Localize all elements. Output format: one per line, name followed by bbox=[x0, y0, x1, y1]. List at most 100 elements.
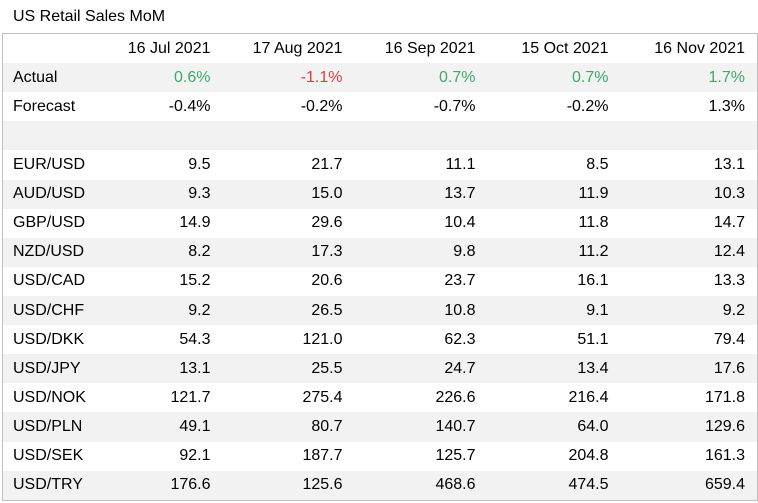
pair-value: 13.1 bbox=[713, 156, 745, 173]
spacer-cell bbox=[222, 121, 355, 151]
pair-value: 14.9 bbox=[179, 214, 211, 232]
pair-label: GBP/USD bbox=[13, 214, 86, 232]
pair-label: USD/SEK bbox=[13, 447, 84, 465]
pair-row: USD/JPY 13.1 25.5 24.7 13.4 17.6 bbox=[2, 354, 758, 384]
pair-value: 14.7 bbox=[713, 214, 745, 232]
pair-label: USD/CAD bbox=[13, 272, 86, 290]
pair-value: 10.4 bbox=[444, 214, 476, 232]
pair-value: 11.8 bbox=[578, 214, 609, 232]
pair-row: USD/PLN 49.1 80.7 140.7 64.0 129.6 bbox=[2, 412, 758, 442]
pair-value: 275.4 bbox=[302, 388, 343, 406]
spacer-cell bbox=[620, 121, 758, 151]
pair-value: 10.3 bbox=[620, 179, 758, 209]
pair-row: AUD/USD 9.3 15.0 13.7 11.9 10.3 bbox=[2, 179, 758, 209]
pair-value: 79.4 bbox=[713, 330, 745, 348]
pair-value: 9.2 bbox=[620, 296, 758, 326]
pair-label: USD/PLN bbox=[2, 412, 103, 442]
pair-value: 8.2 bbox=[102, 237, 223, 267]
pair-row: USD/DKK 54.3 121.0 62.3 51.1 79.4 bbox=[3, 325, 758, 354]
pair-value: 8.5 bbox=[586, 156, 609, 173]
pair-value: 468.6 bbox=[354, 470, 488, 501]
pair-label: NZD/USD bbox=[2, 237, 103, 267]
pair-value: 9.3 bbox=[102, 179, 223, 209]
header-corner bbox=[3, 34, 103, 64]
pair-label: USD/CHF bbox=[2, 296, 103, 326]
actual-value: 0.7% bbox=[487, 63, 621, 93]
actual-value: 1.7% bbox=[620, 63, 758, 93]
forecast-value: -0.7% bbox=[433, 97, 476, 115]
pair-value: 226.6 bbox=[435, 388, 476, 406]
pair-value: 54.3 bbox=[179, 330, 211, 348]
pair-value: 64.0 bbox=[487, 412, 621, 442]
pair-value: 176.6 bbox=[102, 470, 223, 501]
pair-value: 121.0 bbox=[302, 330, 343, 348]
pair-value: 140.7 bbox=[354, 412, 488, 442]
pair-value: 187.7 bbox=[302, 447, 343, 465]
actual-row: Actual 0.6% -1.1% 0.7% 0.7% 1.7% bbox=[2, 63, 758, 93]
pair-value: 10.8 bbox=[354, 296, 488, 326]
pair-value: 51.1 bbox=[577, 330, 609, 348]
actual-value: 0.7% bbox=[354, 63, 488, 93]
pair-value: 49.1 bbox=[102, 412, 223, 442]
pair-value: 13.3 bbox=[713, 272, 745, 290]
pair-value: 9.8 bbox=[354, 237, 488, 267]
pair-label: USD/TRY bbox=[2, 470, 103, 501]
pair-row: USD/CHF 9.2 26.5 10.8 9.1 9.2 bbox=[2, 296, 758, 326]
row-label: Actual bbox=[2, 63, 103, 93]
pair-value: 12.4 bbox=[620, 237, 758, 267]
forecast-value: -0.2% bbox=[566, 97, 609, 115]
pair-value: 16.1 bbox=[577, 272, 609, 290]
pair-value: 13.1 bbox=[102, 354, 223, 384]
pair-value: 80.7 bbox=[222, 412, 355, 442]
pair-label: USD/DKK bbox=[13, 330, 85, 348]
spacer-cell bbox=[354, 121, 488, 151]
column-header: 15 Oct 2021 bbox=[521, 39, 609, 57]
pair-row: USD/CAD 15.2 20.6 23.7 16.1 13.3 bbox=[3, 267, 758, 296]
forecast-value: -0.2% bbox=[300, 97, 343, 115]
spacer-cell bbox=[2, 121, 103, 151]
pair-value: 161.3 bbox=[704, 447, 745, 465]
pair-value: 216.4 bbox=[568, 388, 609, 406]
pair-value: 92.1 bbox=[179, 447, 211, 465]
pair-value: 171.8 bbox=[704, 388, 745, 406]
pair-value: 17.6 bbox=[620, 354, 758, 384]
pair-value: 62.3 bbox=[444, 330, 476, 348]
pair-value: 26.5 bbox=[222, 296, 355, 326]
actual-value: -1.1% bbox=[222, 63, 355, 93]
pair-row: USD/NOK 121.7 275.4 226.6 216.4 171.8 bbox=[3, 383, 758, 412]
pair-value: 21.7 bbox=[311, 156, 343, 173]
pair-row: NZD/USD 8.2 17.3 9.8 11.2 12.4 bbox=[2, 237, 758, 267]
actual-value: 0.6% bbox=[102, 63, 223, 93]
column-header: 17 Aug 2021 bbox=[252, 39, 343, 57]
pair-value: 129.6 bbox=[620, 412, 758, 442]
forecast-value: -0.4% bbox=[168, 97, 211, 115]
pair-value: 11.1 bbox=[445, 156, 476, 173]
pair-value: 125.6 bbox=[222, 470, 355, 501]
spacer-cell bbox=[102, 121, 223, 151]
pair-value: 29.6 bbox=[311, 214, 343, 232]
pair-label: USD/JPY bbox=[2, 354, 103, 384]
pair-value: 659.4 bbox=[620, 470, 758, 501]
pair-label: AUD/USD bbox=[2, 179, 103, 209]
pair-value: 15.0 bbox=[222, 179, 355, 209]
pair-value: 17.3 bbox=[222, 237, 355, 267]
pair-value: 204.8 bbox=[568, 447, 609, 465]
pair-value: 9.2 bbox=[102, 296, 223, 326]
pair-value: 13.7 bbox=[354, 179, 488, 209]
pair-value: 9.1 bbox=[487, 296, 621, 326]
pair-value: 9.5 bbox=[188, 156, 211, 173]
row-label: Forecast bbox=[13, 97, 76, 115]
pair-row: USD/SEK 92.1 187.7 125.7 204.8 161.3 bbox=[3, 442, 758, 471]
table-title: US Retail Sales MoM bbox=[13, 8, 166, 25]
pair-value: 20.6 bbox=[311, 272, 343, 290]
pair-value: 474.5 bbox=[487, 470, 621, 501]
pair-value: 15.2 bbox=[179, 272, 211, 290]
pair-row: GBP/USD 14.9 29.6 10.4 11.8 14.7 bbox=[3, 209, 758, 238]
forecast-value: 1.3% bbox=[708, 97, 745, 115]
spacer-cell bbox=[487, 121, 621, 151]
column-header: 16 Jul 2021 bbox=[127, 39, 211, 57]
forecast-row: Forecast -0.4% -0.2% -0.7% -0.2% 1.3% bbox=[3, 92, 758, 121]
pair-value: 11.2 bbox=[487, 237, 621, 267]
pair-label: USD/NOK bbox=[13, 388, 86, 406]
spacer-row bbox=[2, 121, 758, 151]
